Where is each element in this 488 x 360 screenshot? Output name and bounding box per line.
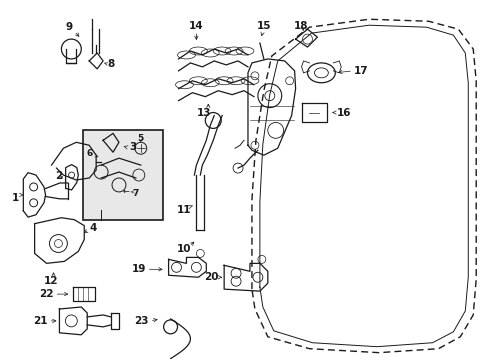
- Text: 14: 14: [189, 21, 203, 31]
- Text: 22: 22: [39, 289, 53, 299]
- Text: 1: 1: [12, 193, 20, 203]
- Text: 11: 11: [177, 205, 191, 215]
- Text: 21: 21: [33, 316, 47, 326]
- Text: 15: 15: [256, 21, 270, 31]
- Text: 2: 2: [55, 171, 62, 181]
- Text: 3: 3: [129, 142, 136, 152]
- Text: 7: 7: [133, 189, 139, 198]
- Text: 13: 13: [197, 108, 211, 117]
- Text: 19: 19: [131, 264, 145, 274]
- Text: 4: 4: [89, 222, 97, 233]
- Text: 16: 16: [337, 108, 351, 117]
- Bar: [83, 130, 163, 220]
- Text: 23: 23: [134, 316, 148, 326]
- Text: 8: 8: [107, 59, 114, 69]
- Text: 20: 20: [203, 272, 218, 282]
- Text: 6: 6: [86, 149, 92, 158]
- Text: 17: 17: [353, 66, 368, 76]
- Text: 5: 5: [138, 134, 143, 143]
- Text: ←: ←: [122, 187, 130, 196]
- Text: 9: 9: [66, 22, 73, 32]
- Text: 12: 12: [44, 276, 59, 286]
- Text: 10: 10: [177, 244, 191, 255]
- Text: 18: 18: [294, 21, 308, 31]
